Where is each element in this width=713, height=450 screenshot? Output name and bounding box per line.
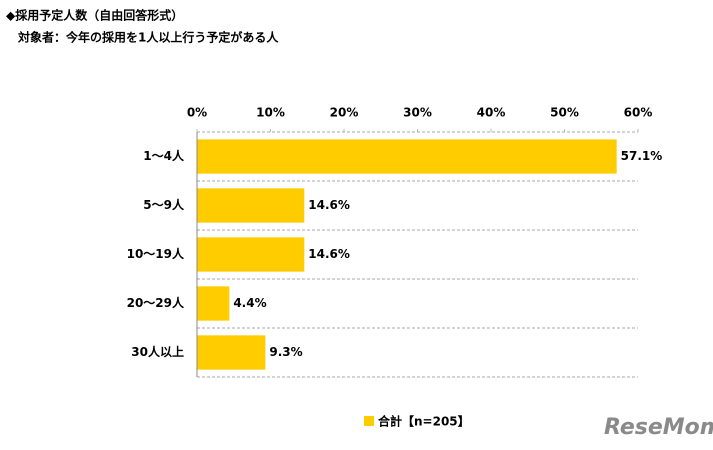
- y-tick-label: 30人以上: [131, 344, 184, 359]
- y-tick-label: 20～29人: [127, 295, 185, 310]
- watermark: ReseMom: [604, 415, 713, 440]
- x-tick-label: 50%: [550, 106, 579, 120]
- chart-title: ◆採用予定人数（自由回答形式）: [6, 8, 183, 23]
- value-label: 4.4%: [233, 296, 266, 310]
- value-label: 9.3%: [269, 345, 302, 359]
- y-tick-label: 1～4人: [143, 148, 185, 163]
- bar: [197, 335, 266, 370]
- bar: [197, 188, 305, 223]
- legend-swatch: [364, 416, 374, 426]
- legend-label: 合計【n=205】: [378, 414, 470, 429]
- x-tick-label: 0%: [187, 106, 207, 120]
- value-label: 14.6%: [308, 198, 350, 212]
- x-tick-label: 10%: [256, 106, 285, 120]
- y-tick-label: 10～19人: [127, 246, 185, 261]
- chart-subtitle: 対象者：今年の採用を1人以上行う予定がある人: [17, 30, 279, 45]
- x-tick-label: 20%: [330, 106, 359, 120]
- x-tick-label: 30%: [403, 106, 432, 120]
- bar: [197, 286, 230, 321]
- bar: [197, 139, 617, 174]
- value-label: 14.6%: [308, 247, 350, 261]
- x-tick-label: 40%: [477, 106, 506, 120]
- y-tick-label: 5～9人: [143, 197, 185, 212]
- x-tick-label: 60%: [624, 106, 653, 120]
- value-label: 57.1%: [621, 149, 663, 163]
- bar: [197, 237, 305, 272]
